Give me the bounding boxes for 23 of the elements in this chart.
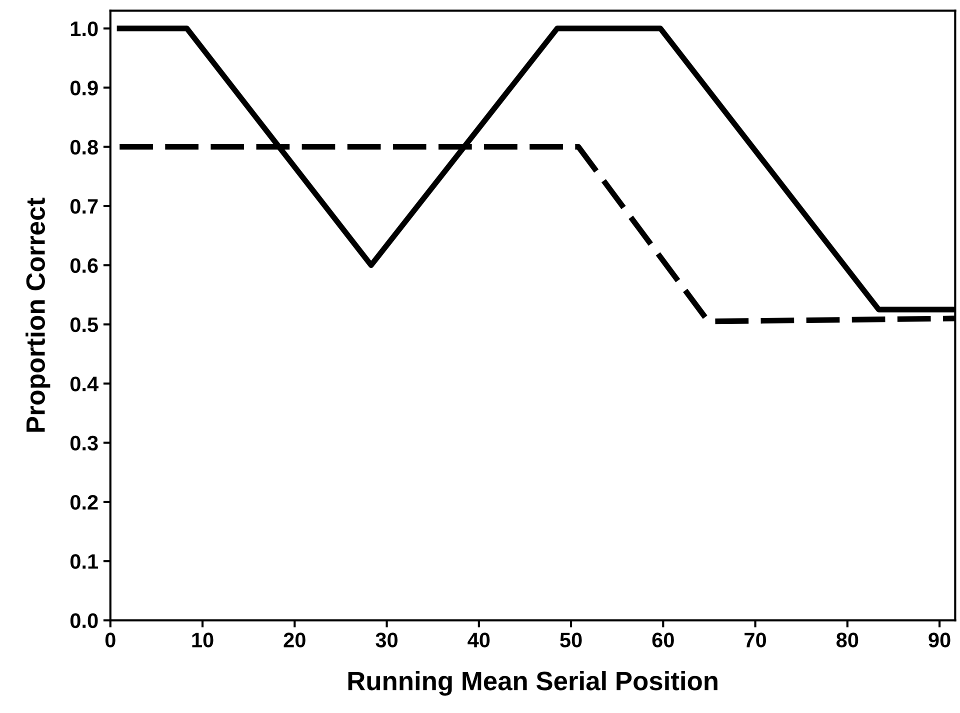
x-axis-title: Running Mean Serial Position — [348, 670, 718, 696]
y-tick-label: 0.6 — [70, 258, 98, 273]
y-tick-label: 0.8 — [70, 140, 98, 155]
x-tick-label: 20 — [284, 632, 306, 648]
y-tick-label: 0.2 — [70, 494, 98, 510]
x-tick-label: 50 — [560, 632, 582, 648]
y-tick-label: 0.3 — [70, 436, 98, 451]
x-tick-label: 70 — [744, 632, 766, 648]
x-tick-label: 0 — [105, 632, 116, 648]
x-tick-label: 10 — [192, 632, 214, 648]
y-axis-title: Proportion Correct — [26, 198, 50, 432]
y-tick-label: 1.0 — [70, 21, 98, 36]
y-tick-label: 0.7 — [70, 199, 98, 214]
x-tick-label: 60 — [652, 632, 674, 648]
y-tick-label: 0.5 — [70, 317, 98, 332]
y-tick-label: 0.1 — [70, 554, 98, 569]
y-tick-label: 0.4 — [70, 376, 98, 392]
x-tick-label: 90 — [928, 632, 950, 648]
y-tick-label: 0.9 — [70, 80, 98, 96]
y-tick-label: 0.0 — [70, 613, 98, 628]
x-tick-label: 30 — [376, 632, 398, 648]
x-tick-label: 40 — [468, 632, 490, 648]
x-tick-label: 80 — [836, 632, 858, 648]
